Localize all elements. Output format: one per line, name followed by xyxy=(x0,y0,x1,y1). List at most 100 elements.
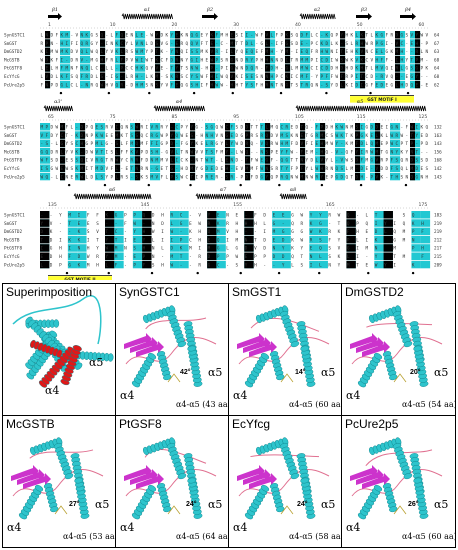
conserved-residue xyxy=(415,131,421,139)
residue: M xyxy=(208,246,211,252)
residue: K xyxy=(61,74,64,80)
residue: D xyxy=(86,149,89,155)
identical-residue xyxy=(245,123,251,131)
sequence-name: EcYfcG xyxy=(4,74,20,80)
residue: R xyxy=(126,49,129,55)
identical-residue xyxy=(120,31,126,39)
residue: S xyxy=(101,174,104,180)
residue: R xyxy=(276,166,279,172)
residue: N xyxy=(181,57,184,63)
residue: T xyxy=(181,66,184,72)
residue: N xyxy=(316,82,319,88)
loop-trace xyxy=(238,336,330,365)
residue: S xyxy=(291,41,294,47)
residue: E xyxy=(301,133,304,139)
conservation-dot xyxy=(320,183,324,187)
residue: K xyxy=(291,246,294,252)
residue: R xyxy=(111,57,114,63)
residue: D xyxy=(131,82,134,88)
conserved-residue xyxy=(315,147,321,156)
residue: V xyxy=(254,246,257,252)
beta-strand xyxy=(136,472,164,489)
residue: G xyxy=(391,82,394,88)
conserved-residue xyxy=(170,31,176,39)
conserved-residue xyxy=(150,164,156,172)
residue: P xyxy=(216,57,219,63)
residue: Y xyxy=(416,33,419,39)
residue: R xyxy=(316,133,319,139)
residue: F xyxy=(181,141,184,147)
residue: N xyxy=(261,149,264,155)
residue: E xyxy=(176,82,179,88)
residue: E xyxy=(221,166,224,172)
conserved-residue xyxy=(190,39,196,47)
residue: W xyxy=(56,125,59,131)
angle-value: 14° xyxy=(295,369,306,376)
sequence-end-number: 64 xyxy=(434,33,440,39)
residue: P xyxy=(421,66,424,72)
residue: Y xyxy=(282,246,285,252)
residue: P xyxy=(86,125,89,131)
conserved-residue xyxy=(170,235,180,244)
residue: N xyxy=(231,158,234,164)
residue: K xyxy=(78,262,81,268)
conserved-residue xyxy=(355,55,361,64)
ss-label: α8 xyxy=(290,187,297,193)
conserved-residue xyxy=(115,47,121,56)
residue: R xyxy=(181,41,184,47)
residue: P xyxy=(412,246,415,252)
identical-residue xyxy=(100,64,106,72)
residue: M xyxy=(281,133,284,139)
residue: S xyxy=(131,125,134,131)
residue: - xyxy=(296,150,299,155)
identical-residue xyxy=(210,72,216,80)
residue: T xyxy=(276,82,279,88)
residue: E xyxy=(386,82,389,88)
residue: L xyxy=(331,41,334,47)
residue: E xyxy=(208,237,211,243)
residue: I xyxy=(161,229,164,235)
residue: Y xyxy=(221,141,224,147)
residue: - xyxy=(61,159,64,164)
residue: K xyxy=(76,133,79,139)
residue: Y xyxy=(321,174,324,180)
structure-image xyxy=(237,305,330,388)
identical-residue xyxy=(135,139,141,148)
helix-ribbon xyxy=(368,436,402,455)
residue: D xyxy=(246,66,249,72)
conserved-residue xyxy=(205,164,211,172)
panel-title: PcUre2p5 xyxy=(345,416,399,431)
residue: F xyxy=(291,141,294,147)
residue: S xyxy=(236,262,239,268)
angle-arc xyxy=(54,504,68,514)
residue: S xyxy=(191,49,194,55)
residue: D xyxy=(146,158,149,164)
residue: W xyxy=(336,57,339,63)
alpha5-label: α5 xyxy=(321,366,336,379)
conserved-residue xyxy=(210,123,216,131)
residue: S xyxy=(191,82,194,88)
residue: - xyxy=(311,126,314,131)
residue: K xyxy=(41,49,44,55)
conserved-residue xyxy=(270,72,276,80)
identical-residue xyxy=(135,164,141,172)
beta-strand xyxy=(130,337,158,353)
residue: M xyxy=(376,149,379,155)
residue: L xyxy=(371,66,374,72)
identical-residue xyxy=(60,172,66,181)
residue: Y xyxy=(306,158,309,164)
residue: K xyxy=(96,133,99,139)
residue: D xyxy=(50,237,53,243)
residue: C xyxy=(126,158,129,164)
residue: L xyxy=(221,158,224,164)
identical-residue xyxy=(100,72,106,80)
residue: S xyxy=(291,33,294,39)
conserved-residue xyxy=(300,72,306,80)
conserved-residue xyxy=(80,80,86,89)
residue: M xyxy=(351,125,354,131)
motif-bar xyxy=(48,276,112,280)
conserved-residue xyxy=(335,147,341,156)
residue: K xyxy=(141,174,144,180)
residue: G xyxy=(91,33,94,39)
residue: M xyxy=(191,166,194,172)
